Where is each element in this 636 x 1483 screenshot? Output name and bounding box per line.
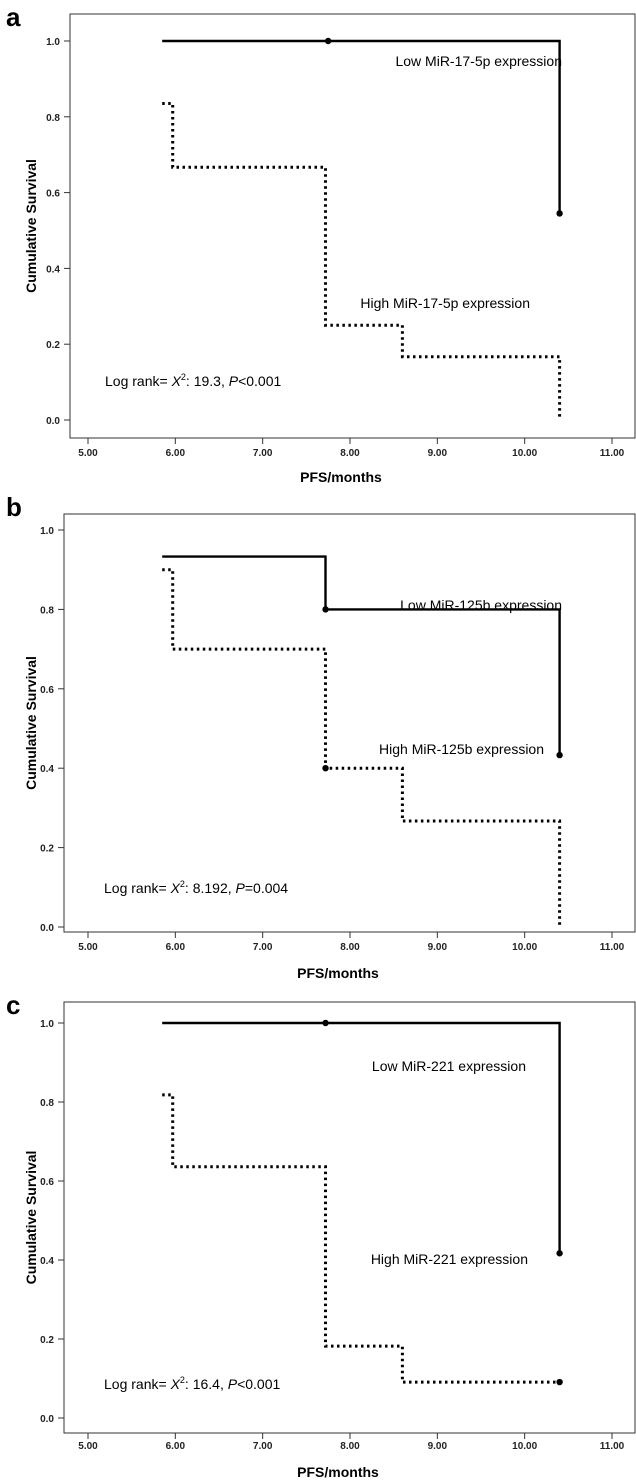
x-tick-label: 7.00 [253,942,273,953]
high-expression-label: High MiR-17-5p expression [360,295,530,311]
low-expression-curve [162,39,561,214]
censor-marker [322,606,329,613]
y-tick-label: 0.4 [40,764,54,775]
y-tick-label: 0.0 [46,416,60,427]
x-tick-label: 11.00 [600,942,625,953]
low-expression-label: Low MiR-221 expression [372,1058,526,1074]
x-tick-label: 10.00 [512,942,537,953]
y-tick-label: 1.0 [40,526,54,537]
x-tick-label: 9.00 [428,942,448,953]
panel-letter: c [6,990,20,1020]
x-tick-label: 7.00 [253,448,273,459]
y-axis-label: Cumulative Survival [23,159,39,293]
y-tick-label: 0.0 [40,1414,54,1425]
y-tick-label: 0.6 [46,189,60,200]
low-expression-curve [162,555,561,756]
log-rank-annotation: Log rank= X2: 16.4, P<0.001 [104,1375,281,1392]
x-tick-label: 9.00 [428,1441,448,1452]
y-axis-label: Cumulative Survival [23,1151,39,1285]
x-tick-label: 8.00 [340,1441,360,1452]
km-panel-b: b 0.0 0.2 0.4 0.6 0.8 1.0 5.00 6.00 7.00 8.00 9.00 1… [0,492,636,984]
x-tick-label: 5.00 [78,448,98,459]
x-tick-label: 9.00 [428,448,448,459]
y-tick-label: 0.0 [40,923,54,934]
y-tick-label: 0.4 [46,264,60,275]
x-axis-label: PFS/months [300,469,382,485]
y-tick-label: 0.6 [40,1177,54,1188]
y-tick-label: 0.6 [40,685,54,696]
high-expression-curve [162,1093,560,1384]
censor-marker [324,37,332,45]
km-chart-svg: c 0.0 0.2 0.4 0.6 0.8 1.0 5.00 6.00 7.00 8.00 9.00 1… [6,990,636,1480]
x-tick-label: 5.00 [78,942,98,953]
low-expression-curve [162,1021,561,1254]
x-tick-label: 6.00 [166,1441,186,1452]
x-tick-label: 10.00 [512,1441,537,1452]
plot-frame [63,1001,636,1434]
log-rank-annotation: Log rank= X2: 8.192, P=0.004 [104,879,288,896]
censor-marker [556,1250,563,1257]
plot-frame [63,513,636,933]
x-tick-label: 7.00 [253,1441,273,1452]
panel-letter: b [6,492,22,522]
km-panel-a: a 0.0 0.2 0.4 0.6 0.8 1.0 5.00 6.00 7.00 8.00 9.00 1… [0,0,636,490]
log-rank-annotation: Log rank= X2: 19.3, P<0.001 [105,372,282,389]
x-tick-label: 10.00 [512,448,537,459]
censor-marker [322,1019,329,1027]
x-tick-label: 11.00 [600,1441,625,1452]
x-tick-label: 11.00 [600,448,625,459]
x-tick-label: 8.00 [340,448,360,459]
high-expression-label: High MiR-221 expression [371,1251,528,1267]
y-tick-label: 0.8 [40,1098,54,1109]
plot-frame [69,13,636,439]
y-tick-label: 0.2 [46,340,60,351]
x-axis-label: PFS/months [297,1464,379,1480]
censor-marker [556,210,563,217]
y-tick-label: 1.0 [46,37,60,48]
x-tick-label: 6.00 [166,448,186,459]
y-tick-label: 0.8 [46,113,60,124]
km-chart-svg: a 0.0 0.2 0.4 0.6 0.8 1.0 5.00 6.00 7.00 8.00 9.00 1… [6,2,636,485]
km-chart-svg: b 0.0 0.2 0.4 0.6 0.8 1.0 5.00 6.00 7.00 8.00 9.00 1… [6,492,636,981]
censor-marker [556,751,563,759]
y-tick-label: 0.2 [40,1335,54,1346]
x-tick-label: 8.00 [340,942,360,953]
y-tick-label: 0.2 [40,844,54,855]
km-panel-c: c 0.0 0.2 0.4 0.6 0.8 1.0 5.00 6.00 7.00 8.00 9.00 1… [0,984,636,1483]
low-expression-label: Low MiR-125b expression [400,597,562,613]
high-expression-label: High MiR-125b expression [379,741,544,757]
x-tick-label: 6.00 [166,942,186,953]
y-tick-label: 0.4 [40,1256,54,1267]
y-tick-label: 1.0 [40,1019,54,1030]
x-axis-label: PFS/months [297,965,379,981]
x-tick-label: 5.00 [78,1441,98,1452]
y-axis-label: Cumulative Survival [23,656,39,790]
y-tick-label: 0.8 [40,605,54,616]
low-expression-label: Low MiR-17-5p expression [395,53,562,69]
censor-marker [322,765,329,772]
censor-marker [556,1378,563,1386]
high-expression-curve [162,102,562,420]
panel-letter: a [6,2,21,32]
